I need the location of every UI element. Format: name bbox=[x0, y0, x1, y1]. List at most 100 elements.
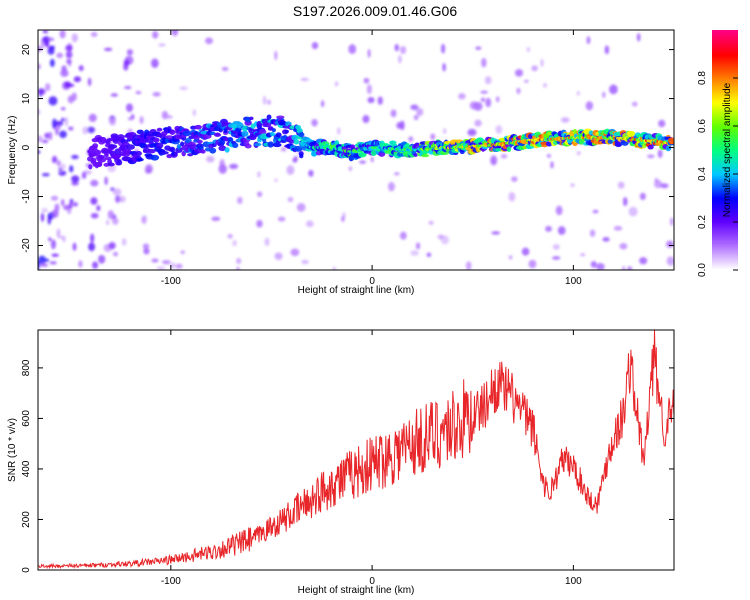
heatmap-noise-blob bbox=[72, 242, 77, 251]
heatmap-noise-blob bbox=[311, 118, 318, 127]
colorbar-band bbox=[712, 118, 738, 121]
colorbar-gradient bbox=[712, 30, 738, 271]
colorbar-band bbox=[712, 60, 738, 63]
colorbar-band bbox=[712, 182, 738, 185]
heatmap-noise-blob bbox=[348, 166, 352, 171]
heatmap-noise-blob bbox=[542, 83, 548, 88]
colorbar-band bbox=[712, 264, 738, 267]
heatmap-noise-blob bbox=[68, 59, 72, 67]
colorbar-band bbox=[712, 170, 738, 173]
colorbar-band bbox=[712, 150, 738, 153]
heatmap-noise-blob bbox=[49, 58, 55, 68]
colorbar-band bbox=[712, 102, 738, 105]
heatmap-noise-blob bbox=[82, 126, 89, 135]
snr-axes: -100 0 100 0 200 400 600 800 bbox=[21, 330, 674, 587]
colorbar-band bbox=[712, 218, 738, 221]
colorbar-band bbox=[712, 220, 738, 223]
heatmap-noise-blob bbox=[73, 76, 82, 83]
colorbar-band bbox=[712, 206, 738, 209]
heatmap-ridge-blob bbox=[101, 137, 106, 141]
spectrogram-x-label: Height of straight line (km) bbox=[298, 285, 415, 296]
heatmap-noise-blob bbox=[666, 240, 674, 248]
heatmap-noise-blob bbox=[416, 107, 424, 117]
colorbar: 0.0 0.2 0.4 0.6 0.8 Normalized spectral ampl… bbox=[697, 30, 738, 277]
heatmap-noise-blob bbox=[426, 252, 432, 258]
heatmap-noise-blob bbox=[71, 175, 80, 183]
heatmap-noise-blob bbox=[71, 154, 79, 160]
heatmap-noise-blob bbox=[628, 206, 638, 217]
heatmap-ridge-blob bbox=[211, 142, 217, 148]
heatmap-noise-blob bbox=[257, 171, 261, 178]
colorbar-band bbox=[712, 64, 738, 67]
colorbar-band bbox=[712, 204, 738, 207]
colorbar-band bbox=[712, 222, 738, 225]
heatmap-noise-blob bbox=[311, 41, 319, 50]
heatmap-noise-blob bbox=[362, 115, 370, 124]
heatmap-noise-blob bbox=[42, 30, 49, 34]
heatmap-ridge-blob bbox=[334, 140, 340, 145]
heatmap-ridge-blob bbox=[199, 145, 204, 151]
colorbar-band bbox=[712, 256, 738, 259]
heatmap-noise-blob bbox=[415, 242, 421, 250]
y-tick-label: 600 bbox=[21, 410, 32, 427]
heatmap-noise-blob bbox=[151, 58, 159, 69]
heatmap-noise-blob bbox=[41, 208, 49, 213]
heatmap-ridge-blob bbox=[665, 145, 672, 152]
colorbar-band bbox=[712, 140, 738, 143]
heatmap-noise-blob bbox=[38, 63, 42, 70]
heatmap-noise-blob bbox=[590, 260, 597, 268]
heatmap-noise-blob bbox=[306, 220, 314, 228]
colorbar-band bbox=[712, 42, 738, 45]
x-tick-label: 100 bbox=[565, 276, 582, 287]
heatmap-ridge-blob bbox=[254, 142, 262, 147]
heatmap-ridge-blob bbox=[267, 126, 274, 130]
heatmap-noise-blob bbox=[51, 253, 59, 257]
heatmap-noise-blob bbox=[152, 31, 159, 39]
heatmap-noise-blob bbox=[237, 196, 243, 205]
x-tick-label: 100 bbox=[565, 576, 582, 587]
heatmap-noise-blob bbox=[622, 196, 628, 207]
y-tick-label: 20 bbox=[21, 44, 32, 56]
colorbar-band bbox=[712, 214, 738, 217]
heatmap-noise-blob bbox=[192, 109, 196, 117]
heatmap-noise-blob bbox=[125, 103, 133, 113]
heatmap-noise-blob bbox=[430, 133, 436, 141]
colorbar-band bbox=[712, 244, 738, 247]
colorbar-band bbox=[712, 228, 738, 231]
heatmap-noise-blob bbox=[602, 237, 610, 242]
colorbar-band bbox=[712, 168, 738, 171]
heatmap-ridge-blob bbox=[218, 145, 227, 152]
heatmap-noise-blob bbox=[90, 233, 95, 243]
heatmap-noise-blob bbox=[151, 258, 159, 263]
heatmap-ridge-blob bbox=[88, 164, 93, 170]
heatmap-noise-blob bbox=[516, 87, 521, 95]
heatmap-noise-blob bbox=[90, 212, 99, 219]
heatmap-noise-blob bbox=[71, 33, 78, 43]
heatmap-noise-blob bbox=[71, 181, 79, 186]
heatmap-ridge-blob bbox=[97, 157, 107, 163]
colorbar-band bbox=[712, 224, 738, 227]
heatmap-noise-blob bbox=[636, 33, 641, 42]
x-tick-label: 0 bbox=[369, 276, 375, 287]
heatmap-noise-blob bbox=[107, 210, 115, 220]
heatmap-ridge-blob bbox=[169, 129, 176, 135]
colorbar-band bbox=[712, 100, 738, 103]
colorbar-band bbox=[712, 30, 738, 33]
heatmap-noise-blob bbox=[550, 161, 554, 169]
heatmap-ridge-blob bbox=[155, 142, 164, 149]
heatmap-noise-blob bbox=[337, 127, 341, 135]
heatmap-noise-blob bbox=[92, 261, 99, 269]
colorbar-band bbox=[712, 248, 738, 251]
heatmap-ridge-blob bbox=[116, 159, 123, 166]
colorbar-band bbox=[712, 96, 738, 99]
heatmap-noise-blob bbox=[38, 150, 41, 154]
heatmap-noise-blob bbox=[366, 84, 372, 95]
heatmap-ridge-blob bbox=[156, 127, 163, 132]
colorbar-band bbox=[712, 74, 738, 77]
heatmap-ridge-blob bbox=[193, 134, 200, 141]
heatmap-ridge-blob bbox=[200, 149, 206, 154]
heatmap-noise-blob bbox=[262, 95, 267, 105]
heatmap-noise-blob bbox=[332, 266, 336, 270]
heatmap-noise-blob bbox=[267, 99, 271, 105]
colorbar-band bbox=[712, 46, 738, 49]
